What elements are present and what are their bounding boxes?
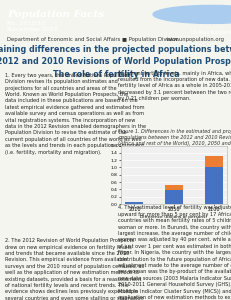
Circle shape: [152, 5, 231, 23]
Text: Department of Economic and Social Affairs ■ Population Division: Department of Economic and Social Affair…: [7, 37, 178, 42]
Text: United Nations: United Nations: [190, 29, 231, 34]
Text: www.unpopulation.org: www.unpopulation.org: [165, 37, 224, 42]
Bar: [164, 185, 182, 190]
Text: 1. Every two years, the United Nations Population
Division revises its populatio: 1. Every two years, the United Nations P…: [5, 73, 145, 154]
Text: of current fertility levels, mainly in Africa, which have
resulted from the inco: of current fertility levels, mainly in A…: [118, 70, 231, 101]
Text: Figure 1. Differences in the estimated and projected
populations between the 201: Figure 1. Differences in the estimated a…: [118, 129, 231, 146]
Bar: [164, 190, 182, 204]
Text: 2. The 2012 Revision of World Population Prospects
drew on new empirical evidenc: 2. The 2012 Revision of World Population…: [5, 238, 143, 300]
Text: Population Facts: Population Facts: [7, 10, 104, 19]
Bar: [204, 156, 222, 167]
X-axis label: Difference (billions of persons): Difference (billions of persons): [140, 215, 207, 219]
Bar: [125, 202, 143, 204]
Text: Explaining differences in the projected populations between
the 2012 and 2010 Re: Explaining differences in the projected …: [0, 45, 231, 79]
Text: 4. This estimated level of fertility was adjusted
upward for more than 5 per cen: 4. This estimated level of fertility was…: [118, 206, 231, 300]
Bar: [204, 167, 222, 204]
Text: No. 2013/10
November 2013: No. 2013/10 November 2013: [7, 21, 57, 32]
